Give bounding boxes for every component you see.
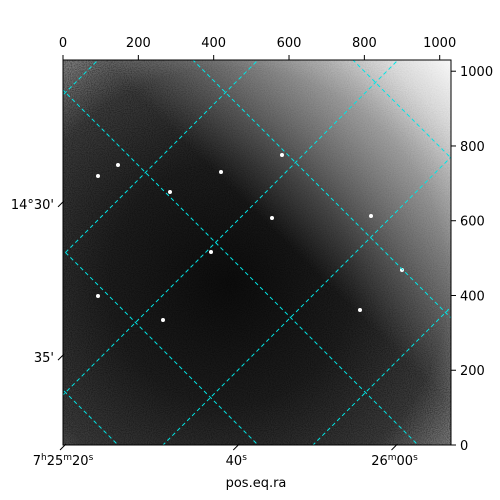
y-right-tick-label-3: 600 (460, 215, 485, 230)
star-point-11 (400, 268, 404, 272)
ra-grid-line-1 (63, 249, 259, 445)
dec-tick-0 (57, 200, 65, 208)
y-right-tick-label-0: 0 (460, 439, 468, 454)
plot-frame (62, 59, 452, 446)
y-right-tick-label-5: 1000 (460, 65, 493, 80)
dec-grid-line-0 (0, 5, 3, 500)
ra-tick-2 (391, 443, 398, 451)
star-point-3 (209, 250, 213, 254)
x-top-tick-label-3: 600 (277, 36, 302, 51)
y-right-tick-label-2: 400 (460, 289, 485, 304)
ra-tick-label-1: 40s (226, 453, 248, 469)
star-point-2 (161, 318, 165, 322)
star-point-8 (358, 308, 362, 312)
dec-tick-label-0: 14°30' (11, 198, 54, 213)
ra-tick-0 (59, 443, 67, 451)
x-top-tick-label-0: 0 (59, 36, 67, 51)
ra-grid-line-2 (63, 89, 419, 445)
dec-grid-line-4 (162, 156, 451, 445)
ra-tick-label-2: 26m00s (371, 453, 418, 469)
star-point-10 (116, 163, 120, 167)
x-top-tick-label-2: 400 (201, 36, 226, 51)
star-points (96, 153, 404, 322)
x-axis-title: pos.eq.ra (226, 476, 287, 491)
dec-grid-line-2 (63, 60, 259, 256)
star-point-9 (219, 170, 223, 174)
ra-grid-line-3 (192, 60, 451, 319)
y-right-tick-label-1: 200 (460, 364, 485, 379)
dec-tick-label-1: 35' (34, 351, 54, 366)
dec-grid-line-1 (63, 60, 99, 96)
star-point-0 (96, 174, 100, 178)
star-point-5 (369, 214, 373, 218)
dec-tick-group: 14°30' 35' (11, 198, 65, 366)
y-right-tick-label-4: 800 (460, 140, 485, 155)
ra-grid-line-0 (63, 389, 119, 445)
x-top-tick-group: 0 200 400 600 800 1000 (59, 36, 456, 60)
dec-grid-line-3 (63, 60, 399, 396)
star-point-6 (168, 190, 172, 194)
x-top-tick-label-5: 1000 (423, 36, 456, 51)
y-right-tick-group: 0 200 400 600 800 1000 (451, 65, 493, 454)
ra-tick-label-0: 7h25m20s (33, 453, 94, 469)
dec-tick-1 (57, 353, 65, 361)
ra-tick-1 (232, 443, 240, 451)
star-point-7 (270, 216, 274, 220)
star-point-4 (280, 153, 284, 157)
star-point-1 (96, 294, 100, 298)
x-top-tick-label-4: 800 (352, 36, 377, 51)
ra-tick-group: 7h25m20s 40s 26m00s (33, 443, 418, 469)
x-top-tick-label-1: 200 (126, 36, 151, 51)
